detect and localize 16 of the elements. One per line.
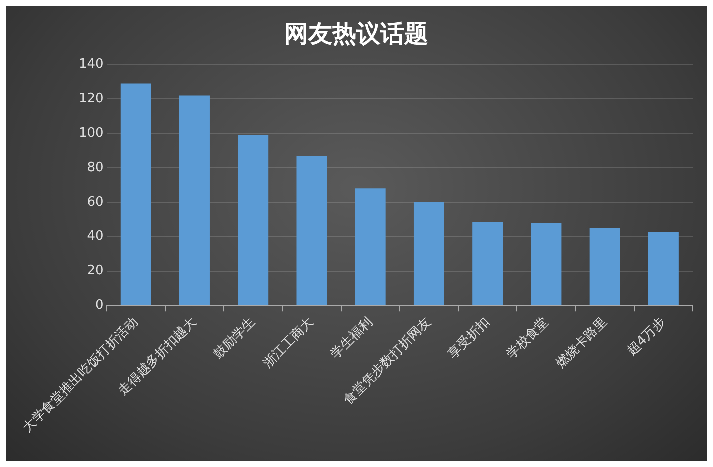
y-tick-label: 0 — [96, 298, 104, 314]
x-tick-label: 享受折扣 — [444, 314, 494, 362]
x-tick-label: 燃烧卡路里 — [554, 314, 610, 372]
chart-title: 网友热议话题 — [284, 19, 430, 50]
y-tick-label: 20 — [87, 264, 104, 279]
x-tick-label: 浙江工商大 — [260, 314, 318, 372]
x-tick-label: 鼓励学生 — [211, 314, 259, 362]
y-tick-label: 140 — [78, 57, 104, 72]
x-tick-label: 学生福利 — [328, 314, 376, 362]
x-tick-label: 学校食堂 — [504, 314, 552, 362]
y-tick-label: 120 — [78, 92, 104, 107]
y-tick-label: 40 — [87, 229, 104, 244]
y-tick-label: 80 — [87, 160, 104, 176]
y-tick-label: 60 — [87, 194, 104, 210]
y-tick-label: 100 — [78, 126, 104, 141]
x-tick-label: 超4万步 — [624, 314, 669, 359]
